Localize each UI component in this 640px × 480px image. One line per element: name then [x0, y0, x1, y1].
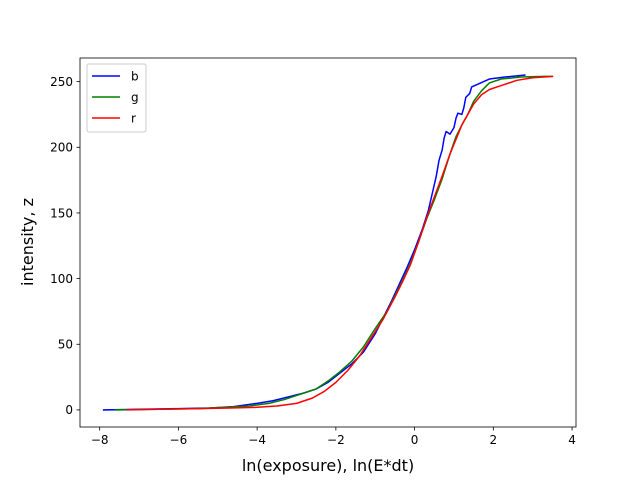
x-axis-label: ln(exposure), ln(E*dt) [242, 456, 414, 475]
x-tick-label: 2 [490, 433, 498, 447]
legend-label-r: r [131, 111, 136, 125]
y-axis-ticks: 0 50 100 150 200 250 [50, 75, 80, 417]
y-tick-label: 250 [50, 75, 73, 89]
legend-box [86, 63, 147, 133]
plot-area [80, 58, 576, 427]
y-tick-label: 200 [50, 141, 73, 155]
x-tick-label: 0 [411, 433, 419, 447]
series-layer [102, 74, 554, 411]
axes [79, 57, 577, 428]
legend-label-g: g [131, 90, 139, 104]
y-tick-label: 150 [50, 206, 73, 220]
legend: bgr [86, 63, 147, 133]
series-line-r [126, 75, 554, 411]
x-tick-label: 4 [568, 433, 576, 447]
x-tick-label: −6 [170, 433, 188, 447]
legend-label-b: b [131, 69, 139, 83]
x-axis-ticks: −8 −6 −4 −2 0 2 4 [91, 427, 576, 447]
x-tick-label: −4 [248, 433, 266, 447]
x-tick-label: −8 [91, 433, 109, 447]
y-axis-label: intensity, z [18, 198, 37, 286]
y-tick-label: 100 [50, 272, 73, 286]
axes-frame [79, 57, 577, 428]
y-tick-label: 50 [58, 338, 73, 352]
y-tick-label: 0 [65, 403, 73, 417]
x-tick-label: −2 [327, 433, 345, 447]
